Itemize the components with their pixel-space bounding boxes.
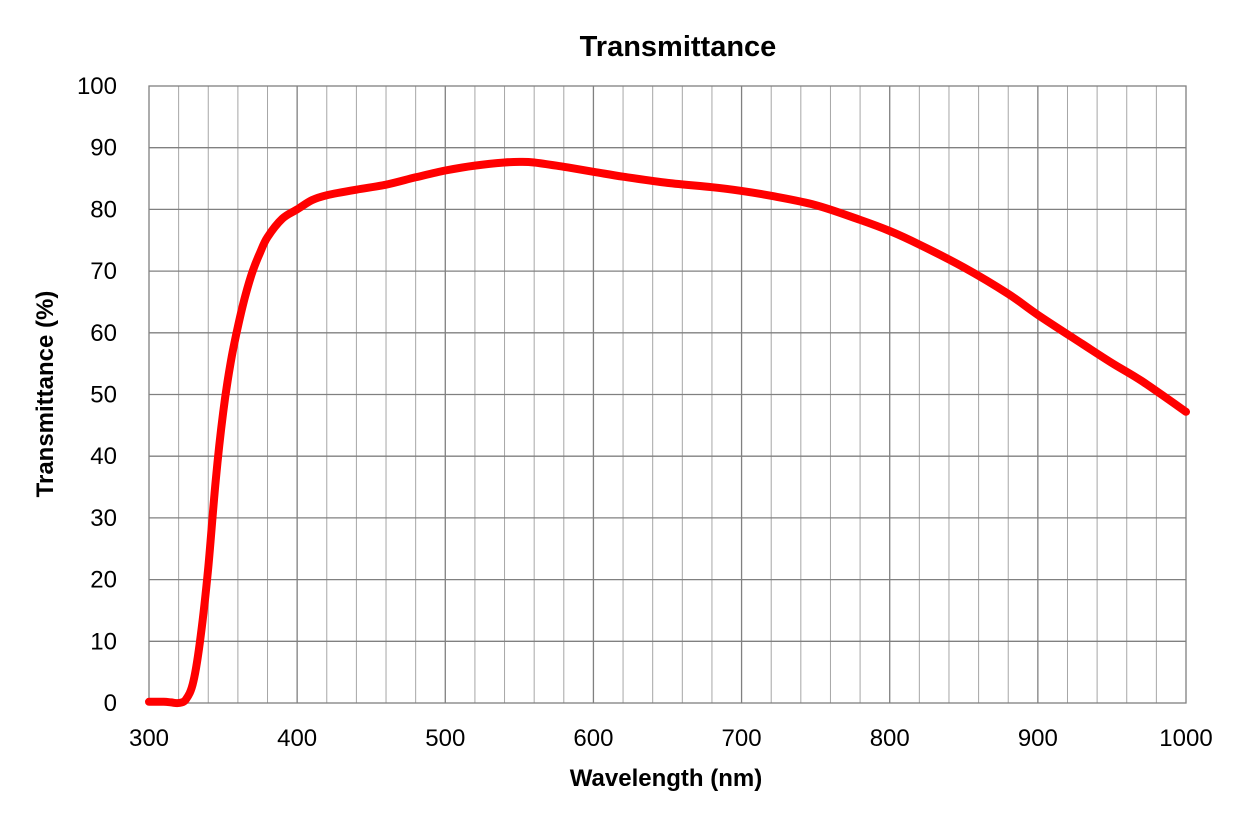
x-tick-label: 800 bbox=[870, 725, 910, 752]
y-tick-label: 70 bbox=[90, 258, 117, 285]
x-tick-label: 500 bbox=[425, 725, 465, 752]
x-tick-label: 300 bbox=[129, 725, 169, 752]
y-tick-label: 80 bbox=[90, 196, 117, 223]
series-line-transmittance bbox=[145, 157, 1190, 708]
x-axis-label: Wavelength (nm) bbox=[570, 765, 762, 792]
x-tick-label: 1000 bbox=[1159, 725, 1212, 752]
grid-lines bbox=[149, 86, 1186, 703]
y-tick-label: 30 bbox=[90, 505, 117, 532]
x-tick-label: 400 bbox=[277, 725, 317, 752]
series-layer bbox=[145, 157, 1190, 708]
chart-title: Transmittance bbox=[580, 31, 777, 63]
y-tick-label: 90 bbox=[90, 135, 117, 162]
y-tick-label: 50 bbox=[90, 382, 117, 409]
y-tick-labels: 0 10 20 30 40 50 60 70 80 90 100 bbox=[77, 73, 117, 717]
y-tick-label: 0 bbox=[104, 690, 117, 717]
y-tick-label: 40 bbox=[90, 443, 117, 470]
y-tick-label: 60 bbox=[90, 320, 117, 347]
x-tick-label: 900 bbox=[1018, 725, 1058, 752]
y-axis-label: Transmittance (%) bbox=[32, 291, 59, 498]
y-tick-label: 100 bbox=[77, 73, 117, 100]
y-tick-label: 10 bbox=[90, 628, 117, 655]
plot-area-border bbox=[148, 85, 1187, 704]
x-tick-label: 600 bbox=[573, 725, 613, 752]
x-tick-labels: 300 400 500 600 700 800 900 1000 bbox=[129, 725, 1213, 752]
x-tick-label: 700 bbox=[722, 725, 762, 752]
y-tick-label: 20 bbox=[90, 567, 117, 594]
